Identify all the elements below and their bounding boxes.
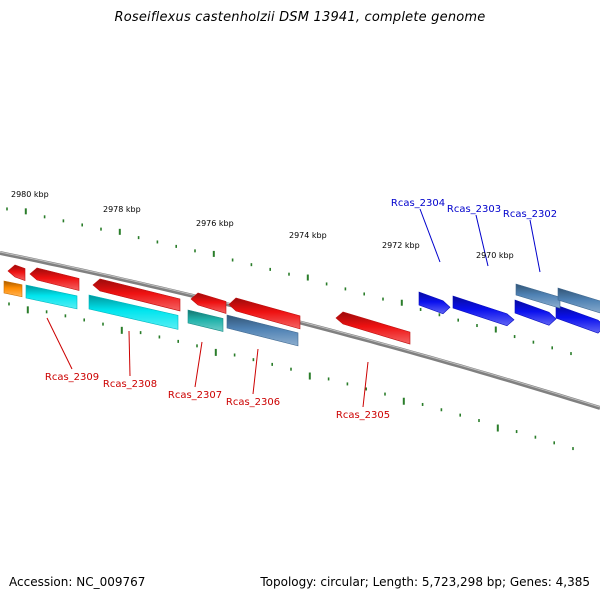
gene-arrow xyxy=(452,295,515,327)
gene-arrow xyxy=(418,291,451,315)
label-leader-lines xyxy=(46,208,541,408)
leader-line xyxy=(419,208,441,263)
leader-line xyxy=(46,317,73,370)
genome-summary: Topology: circular; Length: 5,723,298 bp… xyxy=(260,575,590,589)
position-label: 2972 kbp xyxy=(382,241,420,250)
position-labels: 2980 kbp 2978 kbp 2976 kbp 2974 kbp 2972 kbp… xyxy=(11,190,514,260)
gene-label: Rcas_2304 xyxy=(391,198,445,209)
backbone-highlight xyxy=(0,251,600,408)
gene-label: Rcas_2305 xyxy=(336,410,390,421)
gene-label: Rcas_2306 xyxy=(226,397,280,408)
position-label: 2970 kbp xyxy=(476,251,514,260)
gene-arrow xyxy=(228,297,301,330)
gene-label: Rcas_2309 xyxy=(45,372,99,383)
gene-label: Rcas_2308 xyxy=(103,379,157,390)
position-label: 2974 kbp xyxy=(289,231,327,240)
gene-arrow xyxy=(29,267,80,291)
gene-arrow xyxy=(92,278,181,312)
gene-arrow xyxy=(514,299,557,326)
gene-arrow xyxy=(3,280,23,298)
position-label: 2976 kbp xyxy=(196,219,234,228)
gene-arrow xyxy=(515,283,561,309)
accession-label: Accession: NC_009767 xyxy=(9,575,146,589)
leader-line xyxy=(475,214,489,267)
gene-label: Rcas_2303 xyxy=(447,204,501,215)
gene-arrow xyxy=(555,304,600,334)
position-label: 2980 kbp xyxy=(11,190,49,199)
gene-arrow xyxy=(88,294,179,330)
gene-label: Rcas_2307 xyxy=(168,390,222,401)
leader-line xyxy=(194,341,203,388)
genome-backbone xyxy=(0,251,600,410)
gene-arrow xyxy=(557,287,600,314)
leader-line xyxy=(362,361,369,408)
gene-arrow xyxy=(187,309,224,332)
leader-line xyxy=(252,348,259,395)
backbone-line xyxy=(0,251,600,410)
map-title: Roseiflexus castenholzii DSM 13941, comp… xyxy=(114,10,486,25)
gene-arrow xyxy=(226,314,299,347)
gene-arrow xyxy=(190,292,227,314)
gene-label: Rcas_2302 xyxy=(503,209,557,220)
gene-arrow xyxy=(7,264,26,281)
position-label: 2978 kbp xyxy=(103,205,141,214)
tick-marks xyxy=(6,207,574,451)
gene-arrow xyxy=(25,284,78,310)
gene-arrow xyxy=(335,311,411,345)
gene-features xyxy=(3,264,600,347)
leader-line xyxy=(128,330,131,377)
leader-line xyxy=(529,219,541,273)
